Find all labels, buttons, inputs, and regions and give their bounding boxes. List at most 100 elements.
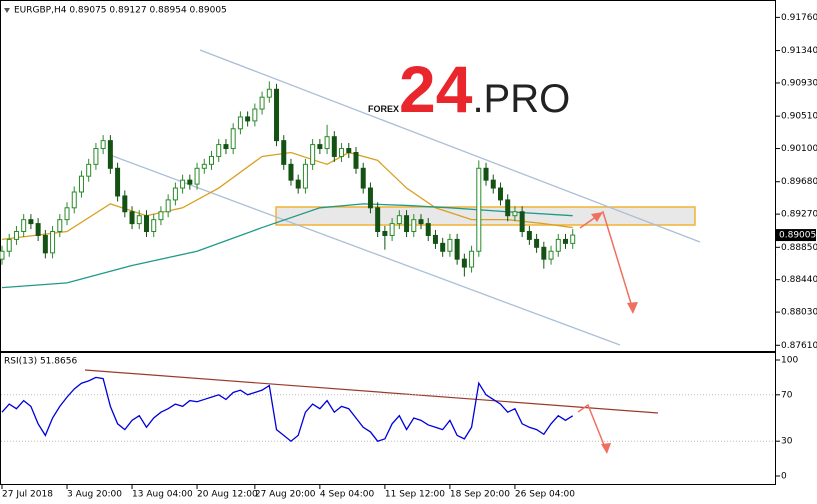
- candle-body: [216, 144, 222, 157]
- logo: FOREX24.PRO: [368, 52, 570, 126]
- rsi-forecast-arrow: [577, 403, 607, 451]
- candle-body: [201, 163, 207, 169]
- y-tick-label: 0.88440: [781, 275, 817, 285]
- candle-body: [64, 207, 70, 221]
- y-tick-label: 70: [781, 390, 793, 400]
- channel-upper: [199, 49, 701, 243]
- x-tick-label: 3 Aug 20:00: [67, 490, 122, 500]
- candle-body: [447, 238, 453, 252]
- y-tick-label: 0.90510: [781, 112, 817, 122]
- rsi-line: [1, 376, 574, 443]
- candle-body: [382, 231, 388, 236]
- y-tick-label: 0.89680: [781, 177, 817, 187]
- candle-body: [122, 195, 128, 213]
- y-tick-label: 0.91340: [781, 46, 817, 56]
- candle-body: [310, 144, 316, 165]
- candle-body: [136, 215, 142, 225]
- last-price-label: 0.89005: [779, 231, 816, 241]
- candle-body: [6, 238, 12, 252]
- candle-body: [0, 250, 5, 260]
- logo-part: 24: [399, 52, 473, 126]
- candle-body: [490, 179, 496, 189]
- candle-body: [21, 219, 27, 233]
- candle-body: [555, 238, 561, 252]
- candle-body: [295, 179, 301, 189]
- candle-body: [505, 199, 511, 217]
- candle-body: [454, 238, 460, 260]
- y-tick-label: 100: [781, 356, 798, 366]
- candle-body: [57, 219, 63, 233]
- candle-body: [172, 187, 178, 201]
- candle-body: [541, 246, 547, 260]
- candle-body: [129, 211, 135, 225]
- candle-body: [519, 211, 525, 233]
- candle-body: [13, 231, 19, 240]
- candle-body: [367, 187, 373, 209]
- candle-body: [346, 148, 352, 153]
- rsi-pane-frame: [0, 352, 776, 485]
- candle-body: [353, 151, 359, 169]
- candle-body: [42, 234, 48, 254]
- candle-body: [476, 167, 482, 252]
- candle-body: [404, 215, 410, 233]
- y-tick-label: 0.88850: [781, 243, 817, 253]
- candle-body: [331, 136, 337, 157]
- candle-body: [317, 144, 323, 150]
- x-tick-label: 26 Sep 04:00: [515, 490, 575, 500]
- candle-body: [562, 238, 568, 244]
- candle-body: [432, 234, 438, 244]
- candle-body: [411, 219, 417, 233]
- candle-body: [209, 155, 215, 165]
- candle-body: [194, 167, 200, 185]
- candle-body: [375, 207, 381, 233]
- candle-body: [151, 219, 157, 233]
- candle-body: [440, 242, 446, 252]
- channel-lower: [109, 154, 621, 346]
- candle-body: [180, 179, 186, 189]
- candle-body: [165, 199, 171, 213]
- candle-body: [324, 136, 330, 150]
- x-tick-label: 11 Sep 12:00: [385, 490, 445, 500]
- x-tick-label: 18 Sep 20:00: [450, 490, 510, 500]
- candle-body: [252, 108, 258, 122]
- y-tick-label: 0.90930: [781, 78, 817, 88]
- arrow-head: [627, 302, 638, 314]
- candle-body: [281, 140, 287, 165]
- candle-body: [497, 187, 503, 201]
- candle-body: [469, 250, 475, 268]
- logo-part: .PRO: [472, 77, 570, 121]
- candle-body: [418, 219, 424, 225]
- candle-body: [534, 238, 540, 248]
- candle-body: [230, 128, 236, 150]
- y-tick-label: 0.89270: [781, 210, 817, 220]
- last-price-box: [776, 229, 816, 242]
- candle-body: [86, 163, 92, 177]
- candle-body: [245, 116, 251, 122]
- candle-body: [396, 215, 402, 225]
- candle-body: [28, 219, 34, 225]
- candle-body: [237, 116, 243, 130]
- candle-body: [100, 140, 106, 150]
- x-tick-label: 27 Aug 20:00: [255, 490, 316, 500]
- candle-body: [461, 258, 467, 268]
- candle-body: [115, 167, 121, 197]
- arrow-head: [591, 212, 603, 222]
- x-tick-label: 13 Aug 04:00: [132, 490, 193, 500]
- y-tick-label: 0.88030: [781, 308, 817, 318]
- candle-body: [425, 223, 431, 236]
- candle-body: [266, 88, 272, 98]
- candle-body: [274, 88, 280, 142]
- y-tick-label: 0.90100: [781, 144, 817, 154]
- y-tick-label: 0.91760: [781, 13, 817, 23]
- candle-body: [526, 231, 532, 240]
- candle-body: [339, 148, 345, 157]
- y-tick-label: 0: [781, 472, 787, 482]
- candle-body: [93, 148, 99, 165]
- candle-body: [570, 234, 576, 244]
- candle-body: [288, 163, 294, 181]
- candle-body: [223, 144, 229, 150]
- x-tick-label: 20 Aug 12:00: [197, 490, 258, 500]
- moving-average: [1, 203, 573, 289]
